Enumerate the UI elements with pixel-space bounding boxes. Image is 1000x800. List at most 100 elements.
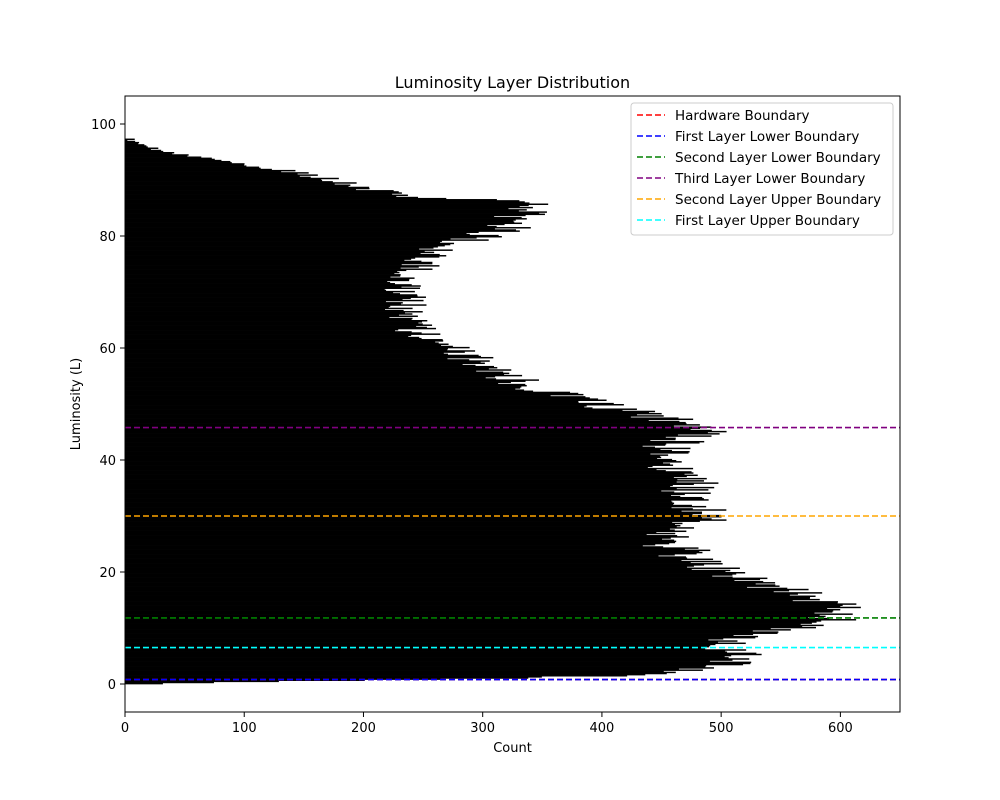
histogram-bar <box>125 257 416 259</box>
histogram-bar <box>125 186 370 189</box>
histogram-bar <box>125 259 405 261</box>
histogram-bar <box>125 143 139 145</box>
histogram-bar <box>125 648 706 650</box>
histogram-bar <box>125 224 488 227</box>
histogram-bar <box>125 523 675 526</box>
histogram-bar <box>125 528 670 530</box>
histogram-bar <box>125 482 719 484</box>
histogram-bar <box>125 195 397 198</box>
histogram-bar <box>125 363 463 366</box>
histogram-bar <box>125 519 727 521</box>
histogram-bar <box>125 199 497 201</box>
histogram-bar <box>125 386 522 388</box>
histogram-bar <box>125 269 407 272</box>
histogram-bar <box>125 671 676 674</box>
histogram-bar <box>125 591 774 593</box>
histogram-bar <box>125 279 410 282</box>
histogram-bar <box>125 311 423 313</box>
histogram-bar <box>125 305 391 307</box>
histogram-bar <box>125 653 762 656</box>
histogram-bar <box>125 411 649 414</box>
histogram-bar <box>125 355 481 358</box>
histogram-bar <box>125 584 776 586</box>
histogram-bar <box>125 436 666 438</box>
histogram-bar <box>125 490 662 492</box>
histogram-bar <box>125 447 691 450</box>
histogram-bar <box>125 252 421 255</box>
histogram-bar <box>125 197 447 200</box>
histogram-bar <box>125 552 697 555</box>
histogram-bar <box>125 234 499 237</box>
histogram-bar <box>125 359 470 361</box>
histogram-bar <box>125 255 447 257</box>
histogram-bar <box>125 451 690 453</box>
histogram-bar <box>125 611 833 613</box>
histogram-bar <box>125 210 519 212</box>
histogram-bar <box>125 489 709 491</box>
histogram-bar <box>125 434 678 436</box>
histogram-bar <box>125 307 413 310</box>
histogram-bar <box>125 280 388 283</box>
histogram-bar <box>125 239 489 241</box>
y-tick-label: 40 <box>99 454 116 469</box>
histogram-bar <box>125 387 521 389</box>
histogram-bar <box>125 149 162 152</box>
histogram-bar <box>125 153 173 155</box>
histogram-bar <box>125 176 311 179</box>
histogram-bar <box>125 645 710 648</box>
histogram-bar <box>125 630 753 632</box>
histogram-bar <box>125 479 678 481</box>
histogram-bar <box>125 579 735 582</box>
histogram-bar <box>125 236 502 238</box>
histogram-bar <box>125 173 298 175</box>
histogram-bar <box>125 233 470 236</box>
histogram-bar <box>125 464 674 466</box>
histogram-bar <box>125 360 490 362</box>
histogram-bar <box>125 390 534 393</box>
histogram-bar <box>125 613 853 615</box>
histogram-bar <box>125 376 496 378</box>
histogram-bar <box>125 440 705 443</box>
histogram-bar <box>125 251 435 254</box>
histogram-bar <box>125 524 681 527</box>
histogram-bar <box>125 526 677 528</box>
histogram-bar <box>125 287 421 289</box>
histogram-bar <box>125 288 385 291</box>
histogram-bar <box>125 353 448 356</box>
histogram-bar <box>125 352 444 354</box>
histogram-bar <box>125 145 147 147</box>
histogram-bar <box>125 657 729 659</box>
histogram-bar <box>125 424 700 426</box>
histogram-bar <box>125 558 714 561</box>
legend-box <box>630 102 894 236</box>
histogram-bar <box>125 639 709 641</box>
histogram-bar <box>125 206 533 209</box>
histogram-bar <box>125 223 505 226</box>
histogram-bar <box>125 266 419 268</box>
histogram-bar <box>125 156 202 158</box>
histogram-bar <box>125 209 527 211</box>
histogram-bar <box>125 495 681 498</box>
histogram-bar <box>125 306 389 309</box>
histogram-bar <box>125 364 476 367</box>
histogram-bar <box>125 265 440 267</box>
histogram-bar <box>125 498 704 500</box>
histogram-bar <box>125 378 497 380</box>
histogram-bar <box>125 428 691 431</box>
histogram-bar <box>125 485 671 488</box>
histogram-bar <box>125 154 189 156</box>
histogram-bar <box>125 172 309 174</box>
histogram-bar <box>125 621 817 623</box>
histogram-bar <box>125 551 703 554</box>
histogram-bar <box>125 404 624 406</box>
histogram-bar <box>125 270 398 273</box>
histogram-bar <box>125 565 694 567</box>
histogram-bar <box>125 475 687 478</box>
histogram-bar <box>125 298 403 301</box>
histogram-bar <box>125 452 689 454</box>
histogram-bar <box>125 182 357 184</box>
histogram-bar <box>125 342 439 344</box>
histogram-bar <box>125 568 692 571</box>
histogram-bar <box>125 527 695 529</box>
histogram-bar <box>125 556 686 558</box>
